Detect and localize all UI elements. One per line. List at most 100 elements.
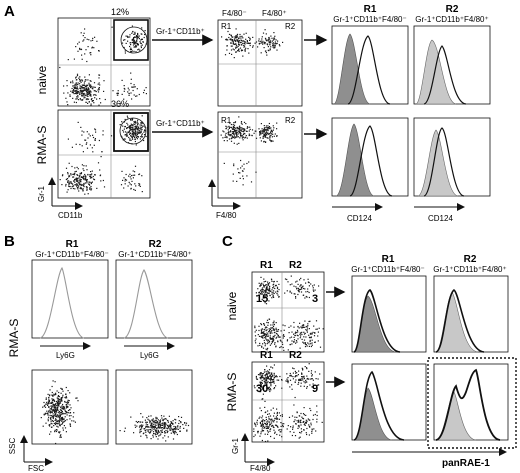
event-dot bbox=[243, 44, 245, 47]
event-dot bbox=[271, 131, 273, 133]
event-dot bbox=[72, 187, 74, 190]
event-dot bbox=[232, 132, 234, 134]
event-dot bbox=[270, 127, 272, 129]
event-dot bbox=[67, 406, 69, 408]
event-dot bbox=[305, 329, 307, 331]
event-dot bbox=[238, 127, 240, 129]
event-dot bbox=[277, 329, 280, 331]
event-dot bbox=[236, 129, 238, 132]
event-dot bbox=[50, 405, 52, 407]
event-dot bbox=[129, 173, 131, 175]
event-dot bbox=[44, 413, 47, 415]
event-dot bbox=[257, 374, 260, 376]
event-dot bbox=[271, 133, 273, 135]
event-dot bbox=[270, 409, 272, 411]
event-dot bbox=[74, 86, 76, 88]
event-dot bbox=[159, 420, 161, 422]
event-dot bbox=[237, 133, 239, 135]
event-dot bbox=[306, 427, 308, 430]
event-dot bbox=[269, 430, 271, 432]
event-dot bbox=[225, 128, 227, 130]
event-dot bbox=[297, 383, 299, 385]
event-dot bbox=[238, 128, 240, 130]
event-dot bbox=[169, 429, 171, 431]
event-dot bbox=[243, 132, 245, 134]
event-dot bbox=[91, 181, 93, 183]
event-dot bbox=[87, 89, 89, 91]
event-dot bbox=[82, 168, 84, 170]
event-dot bbox=[50, 431, 52, 433]
event-dot bbox=[289, 343, 291, 346]
event-dot bbox=[67, 180, 69, 182]
event-dot bbox=[92, 175, 94, 178]
event-dot bbox=[312, 331, 314, 333]
event-dot bbox=[260, 336, 262, 338]
event-dot bbox=[52, 413, 54, 415]
event-dot bbox=[226, 49, 228, 51]
event-dot bbox=[231, 40, 233, 42]
event-dot bbox=[236, 128, 238, 130]
event-dot bbox=[272, 340, 274, 342]
event-dot bbox=[75, 184, 77, 186]
event-dot bbox=[74, 87, 76, 89]
event-dot bbox=[81, 54, 83, 56]
event-dot bbox=[311, 375, 313, 377]
event-dot bbox=[74, 172, 76, 174]
event-dot bbox=[67, 138, 69, 140]
event-dot bbox=[141, 136, 144, 138]
event-dot bbox=[139, 128, 141, 130]
event-dot bbox=[269, 133, 271, 135]
event-dot bbox=[61, 410, 63, 413]
event-dot bbox=[246, 130, 248, 132]
event-dot bbox=[303, 376, 305, 378]
event-dot bbox=[136, 88, 138, 90]
event-dot bbox=[264, 135, 266, 137]
event-dot bbox=[53, 409, 56, 411]
event-dot bbox=[151, 425, 153, 427]
event-dot bbox=[74, 92, 76, 95]
event-dot bbox=[95, 94, 97, 96]
event-dot bbox=[254, 424, 256, 426]
event-dot bbox=[97, 162, 100, 164]
event-dot bbox=[84, 139, 86, 141]
event-dot bbox=[146, 437, 148, 439]
event-dot bbox=[152, 431, 155, 433]
event-dot bbox=[281, 415, 283, 417]
event-dot bbox=[89, 92, 91, 94]
event-dot bbox=[65, 397, 67, 399]
event-dot bbox=[261, 36, 263, 38]
event-dot bbox=[127, 40, 129, 42]
event-dot bbox=[235, 46, 237, 48]
event-dot bbox=[161, 431, 164, 433]
event-dot bbox=[259, 285, 261, 287]
event-dot bbox=[276, 286, 279, 288]
event-dot bbox=[226, 126, 228, 128]
event-dot bbox=[302, 326, 304, 328]
event-dot bbox=[275, 284, 277, 286]
event-dot bbox=[263, 125, 265, 127]
event-dot bbox=[246, 127, 248, 129]
event-dot bbox=[134, 120, 136, 122]
event-dot bbox=[262, 131, 264, 133]
event-dot bbox=[67, 92, 69, 94]
event-dot bbox=[293, 420, 295, 423]
event-dot bbox=[52, 417, 54, 420]
event-dot bbox=[273, 336, 275, 338]
event-dot bbox=[83, 182, 85, 185]
event-dot bbox=[268, 369, 271, 371]
event-dot bbox=[68, 400, 70, 402]
event-dot bbox=[264, 375, 267, 377]
event-dot bbox=[125, 179, 128, 181]
event-dot bbox=[72, 176, 74, 178]
event-dot bbox=[261, 417, 263, 419]
event-dot bbox=[262, 132, 264, 134]
event-dot bbox=[265, 381, 267, 383]
event-dot bbox=[94, 174, 96, 176]
event-dot bbox=[79, 85, 81, 87]
event-dot bbox=[301, 367, 303, 369]
event-dot bbox=[264, 423, 267, 425]
event-dot bbox=[172, 429, 174, 431]
event-dot bbox=[265, 330, 267, 332]
event-dot bbox=[84, 84, 86, 86]
event-dot bbox=[297, 331, 299, 333]
